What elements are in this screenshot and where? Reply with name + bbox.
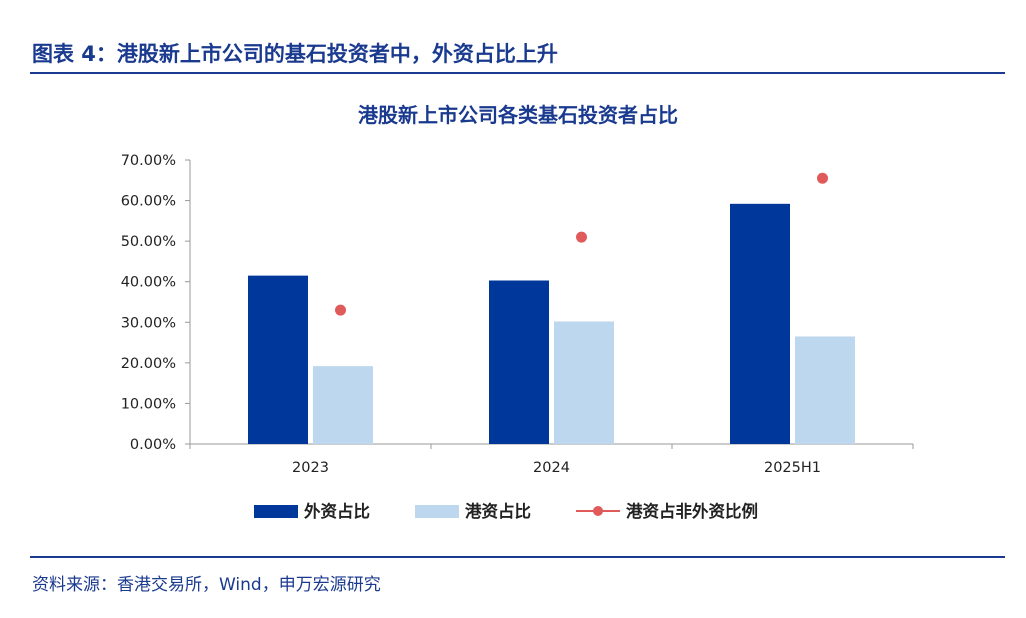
y-tick-label: 70.00% (121, 153, 176, 169)
x-axis: 2023 2024 2025H1 (189, 443, 914, 476)
legend-hk: 港资占比 (415, 501, 531, 521)
legend-label: 外资占比 (304, 501, 370, 521)
legend-foreign: 外资占比 (254, 501, 370, 521)
legend-marker (593, 506, 603, 516)
y-tick-label: 30.00% (121, 315, 176, 331)
figure-title: 图表 4：港股新上市公司的基石投资者中，外资占比上升 (32, 42, 558, 66)
bar-foreign-share (730, 203, 790, 444)
x-tick-label: 2023 (292, 460, 329, 476)
bar-hk-share (313, 366, 373, 444)
y-tick-label: 60.00% (121, 194, 176, 210)
bar-foreign-share (489, 280, 549, 444)
ratio-point (335, 304, 346, 316)
y-tick-label: 50.00% (121, 234, 176, 250)
legend-label: 港资占比 (465, 501, 531, 521)
bar-foreign-share (248, 275, 308, 444)
bottom-divider (30, 556, 1005, 558)
y-tick-label: 10.00% (121, 396, 176, 412)
x-tick-label: 2025H1 (764, 460, 821, 476)
source-note: 资料来源：香港交易所，Wind，申万宏源研究 (32, 575, 381, 595)
legend-label: 港资占非外资比例 (626, 501, 758, 521)
legend-ratio: 港资占非外资比例 (576, 501, 758, 521)
y-axis: 0.00% 10.00% 20.00% 30.00% 40.00% 50.00% 60.00… (121, 153, 191, 453)
bar-hk-share (795, 336, 855, 444)
ratio-point (576, 231, 587, 243)
top-divider (30, 72, 1005, 74)
bars (248, 203, 855, 444)
legend-swatch (254, 505, 298, 518)
ratio-point (817, 172, 828, 184)
y-tick-label: 20.00% (121, 356, 176, 372)
y-tick-label: 40.00% (121, 275, 176, 291)
legend-swatch (415, 505, 459, 518)
chart-title: 港股新上市公司各类基石投资者占比 (358, 103, 678, 127)
x-tick-label: 2024 (533, 460, 570, 476)
bar-hk-share (554, 321, 614, 444)
ratio-points (335, 172, 828, 316)
legend: 外资占比 港资占比 港资占非外资比例 (254, 501, 758, 521)
y-tick-label: 0.00% (130, 437, 176, 453)
